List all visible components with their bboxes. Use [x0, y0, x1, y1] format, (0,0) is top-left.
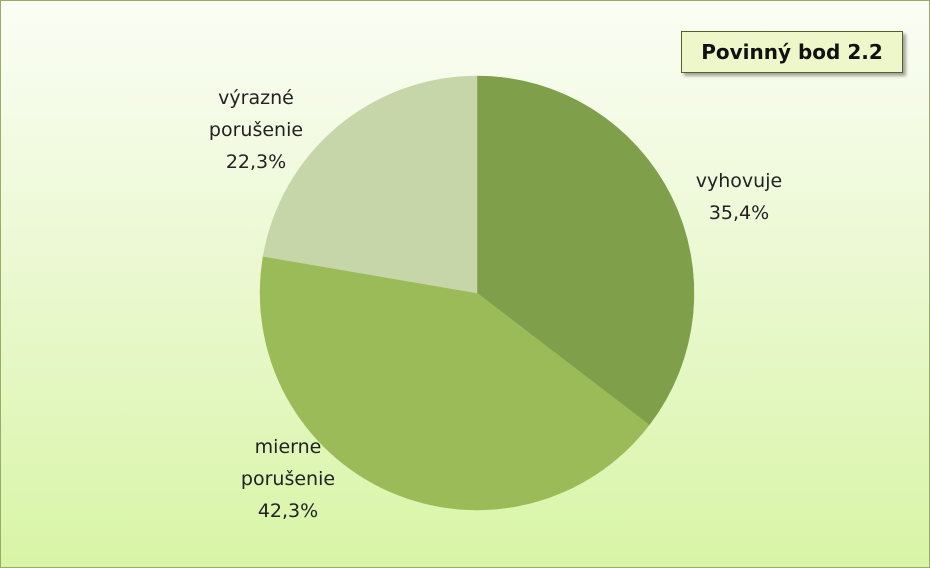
- slice-value-label: 22,3%: [225, 151, 287, 173]
- chart-title: Povinný bod 2.2: [681, 31, 903, 73]
- slice-value-label: 42,3%: [257, 500, 319, 522]
- slice-label: vyhovuje: [695, 170, 783, 192]
- slice-label: výrazné porušenie: [208, 87, 304, 141]
- pie-slice: [262, 75, 478, 294]
- slice-label: mierne porušenie: [240, 436, 336, 490]
- slice-value-label: 35,4%: [708, 202, 770, 224]
- pie-slice: [259, 256, 650, 511]
- pie-slice: [476, 75, 695, 426]
